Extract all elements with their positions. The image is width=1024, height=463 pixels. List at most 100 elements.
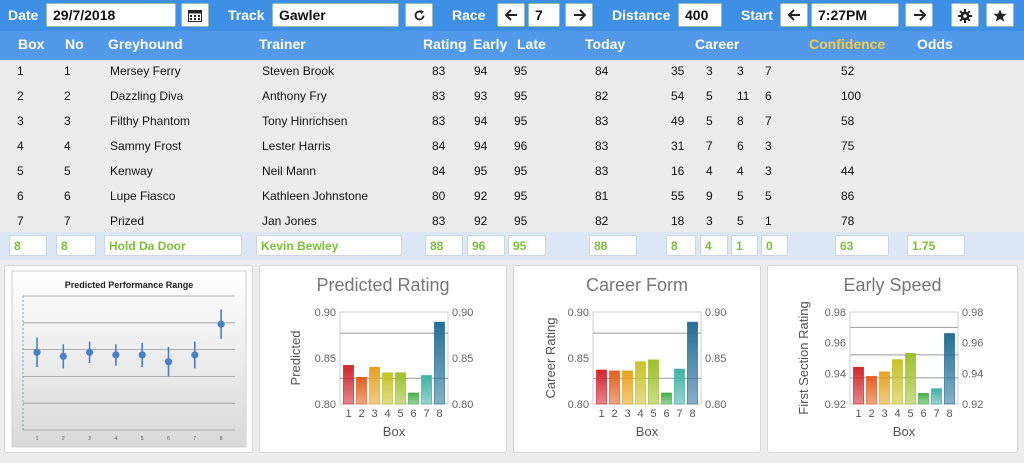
x-tick-label: 4	[637, 408, 643, 420]
refresh-button[interactable]	[405, 3, 433, 27]
col-trainer[interactable]: Trainer	[259, 36, 306, 52]
race-label: Race	[452, 7, 486, 23]
arrow-left-icon	[787, 9, 800, 21]
x-tick-label: 1	[345, 408, 351, 420]
cell-c3: 5	[737, 214, 744, 228]
bar	[343, 365, 354, 405]
data-point	[59, 352, 67, 360]
x-tick-label: 2	[62, 436, 65, 442]
cell-trainer: Neil Mann	[262, 164, 317, 178]
gear-icon	[958, 9, 972, 23]
col-odds[interactable]: Odds	[917, 36, 953, 52]
start-prev-button[interactable]	[780, 3, 808, 27]
cell-confidence: 78	[841, 214, 855, 228]
bar	[356, 377, 367, 405]
table-row[interactable]: 6 6 Lupe Fiasco Kathleen Johnstone 80 92 95 81 5…	[0, 185, 1024, 210]
y-tick-label-left: 0.96	[825, 338, 846, 350]
track-label: Track	[228, 7, 265, 23]
cell-trainer: Kathleen Johnstone	[262, 189, 369, 203]
sel-today: 88	[589, 235, 637, 256]
cell-c2: 9	[706, 189, 713, 203]
selected-runner-row[interactable]: 8 8 Hold Da Door Kevin Bewley 88 96 95 8…	[0, 232, 1024, 260]
cell-greyhound: Lupe Fiasco	[110, 189, 176, 203]
col-confidence[interactable]: Confidence	[809, 36, 886, 52]
x-tick-label: 5	[397, 408, 403, 420]
sel-box: 8	[9, 235, 47, 256]
toolbar: Date 29/7/2018 Track Gawler Race 7 Dista…	[0, 0, 1024, 31]
cell-rating: 83	[432, 214, 446, 228]
sel-career-seconds: 1	[731, 235, 758, 256]
plot-area	[592, 311, 702, 405]
x-tick-label: 7	[193, 436, 196, 442]
table-row[interactable]: 7 7 Prized Jan Jones 83 92 95 82 18 3 5 1 78	[0, 210, 1024, 235]
table-row[interactable]: 3 3 Filthy Phantom Tony Hinrichsen 83 94 95 83 4…	[0, 110, 1024, 135]
x-tick-label: 8	[689, 408, 695, 420]
cell-box: 4	[17, 139, 24, 153]
col-no[interactable]: No	[65, 36, 84, 52]
data-point	[33, 348, 41, 356]
cell-no: 5	[64, 164, 71, 178]
refresh-icon	[414, 9, 424, 21]
cell-late: 95	[514, 89, 528, 103]
chart-title: Predicted Performance Range	[65, 280, 194, 290]
col-box[interactable]: Box	[18, 36, 45, 52]
y-tick-label-right: 0.80	[452, 399, 473, 411]
table-row[interactable]: 1 1 Mersey Ferry Steven Brook 83 94 95 84 35 3 3 7 5…	[0, 60, 1024, 85]
cell-rating: 84	[432, 139, 446, 153]
cell-c2: 3	[706, 214, 713, 228]
calendar-button[interactable]	[181, 3, 209, 27]
cell-early: 94	[474, 139, 488, 153]
col-early[interactable]: Early	[473, 36, 508, 52]
table-row[interactable]: 4 4 Sammy Frost Lester Harris 84 94 96 83 31 7 6 3 7…	[0, 135, 1024, 160]
cell-box: 7	[17, 214, 24, 228]
bar	[596, 369, 607, 405]
bar	[661, 392, 672, 405]
star-icon	[993, 9, 1007, 22]
cell-confidence: 44	[841, 164, 855, 178]
x-tick-label: 6	[410, 408, 416, 420]
col-rating[interactable]: Rating	[423, 36, 467, 52]
distance-field[interactable]: 400	[678, 3, 722, 27]
start-next-button[interactable]	[905, 3, 933, 27]
cell-late: 95	[514, 114, 528, 128]
race-next-button[interactable]	[565, 3, 593, 27]
date-field[interactable]: 29/7/2018	[46, 3, 176, 27]
start-field[interactable]: 7:27PM	[811, 3, 899, 27]
bar	[905, 353, 916, 405]
col-today[interactable]: Today	[585, 36, 626, 52]
y-tick-label-left: 0.94	[825, 368, 846, 380]
cell-early: 94	[474, 64, 488, 78]
track-field[interactable]: Gawler	[272, 3, 399, 27]
col-greyhound[interactable]: Greyhound	[108, 36, 183, 52]
x-tick-label: 7	[933, 408, 939, 420]
settings-button[interactable]	[951, 3, 979, 27]
cell-trainer: Lester Harris	[262, 139, 331, 153]
y-tick-label-left: 0.85	[568, 353, 589, 365]
x-tick-label: 7	[423, 408, 429, 420]
cell-c2: 3	[706, 64, 713, 78]
table-row[interactable]: 5 5 Kenway Neil Mann 84 95 95 83 16 4 4 3 44	[0, 160, 1024, 185]
cell-early: 92	[474, 214, 488, 228]
table-row[interactable]: 2 2 Dazzling Diva Anthony Fry 83 93 95 82 54 5 11 6…	[0, 85, 1024, 110]
race-prev-button[interactable]	[497, 3, 525, 27]
cell-box: 1	[17, 64, 24, 78]
cell-confidence: 75	[841, 139, 855, 153]
cell-c1: 54	[671, 89, 685, 103]
cell-box: 3	[17, 114, 24, 128]
cell-c4: 7	[765, 64, 772, 78]
col-career[interactable]: Career	[695, 36, 740, 52]
x-tick-label: 8	[436, 408, 442, 420]
bar	[879, 371, 890, 405]
y-axis-label: Career Rating	[543, 318, 558, 399]
sel-rating: 88	[425, 235, 463, 256]
cell-c3: 5	[737, 189, 744, 203]
x-tick-label: 1	[36, 436, 39, 442]
x-tick-label: 5	[141, 436, 144, 442]
x-tick-label: 3	[371, 408, 377, 420]
race-field[interactable]: 7	[528, 3, 560, 27]
col-late[interactable]: Late	[517, 36, 546, 52]
career-form-title: Career Form	[585, 275, 688, 295]
sel-early: 96	[467, 235, 505, 256]
x-tick-label: 6	[167, 436, 170, 442]
favorite-button[interactable]	[986, 3, 1014, 27]
